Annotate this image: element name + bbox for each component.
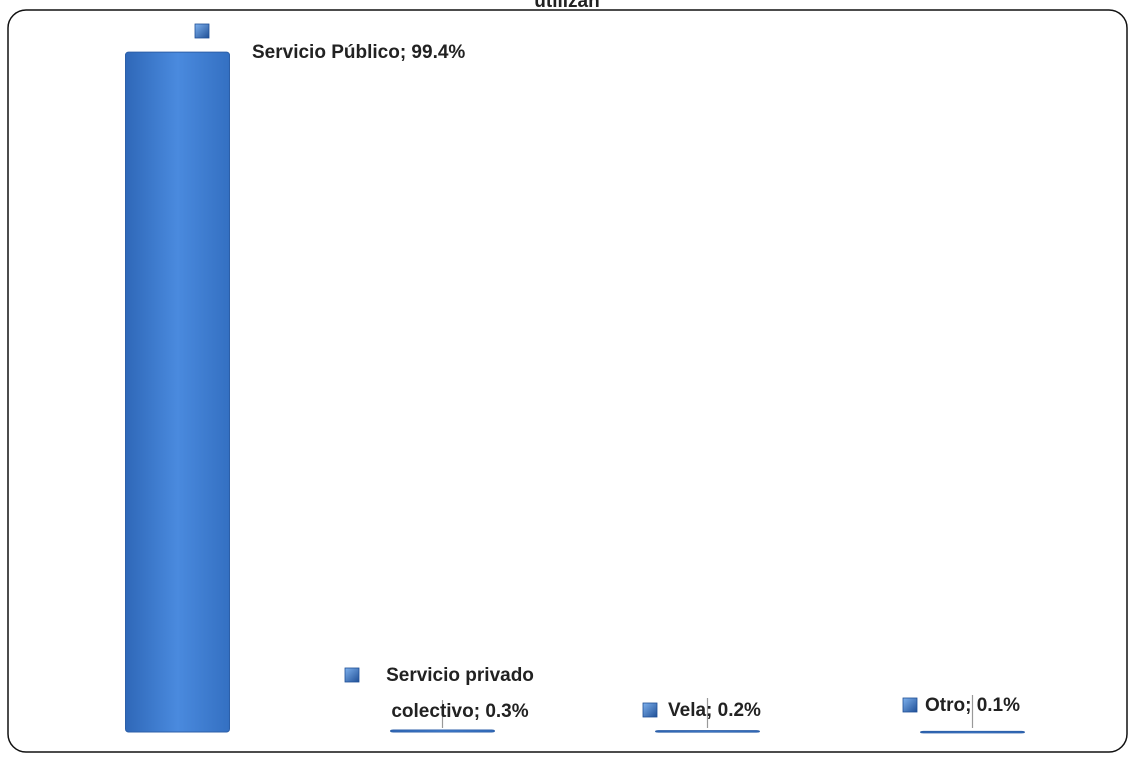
bar bbox=[125, 51, 230, 733]
data-label: Servicio Público; 99.4% bbox=[252, 42, 465, 63]
bar bbox=[390, 729, 495, 733]
data-label-line: colectivo; 0.3% bbox=[391, 701, 528, 722]
bar bbox=[920, 730, 1025, 734]
data-label-line: Servicio privado bbox=[386, 665, 534, 686]
data-label: Otro; 0.1% bbox=[925, 695, 1020, 716]
title-backdrop bbox=[500, 0, 640, 9]
data-label: Servicio privado colectivo; 0.3% bbox=[386, 665, 534, 722]
chart-border bbox=[7, 9, 1128, 753]
legend-key bbox=[642, 702, 658, 718]
legend-key bbox=[344, 667, 360, 683]
data-label: Vela; 0.2% bbox=[668, 700, 761, 721]
chart-title: utilizan bbox=[534, 0, 599, 12]
bar bbox=[655, 730, 760, 733]
legend-key bbox=[194, 23, 210, 39]
legend-key bbox=[902, 697, 918, 713]
